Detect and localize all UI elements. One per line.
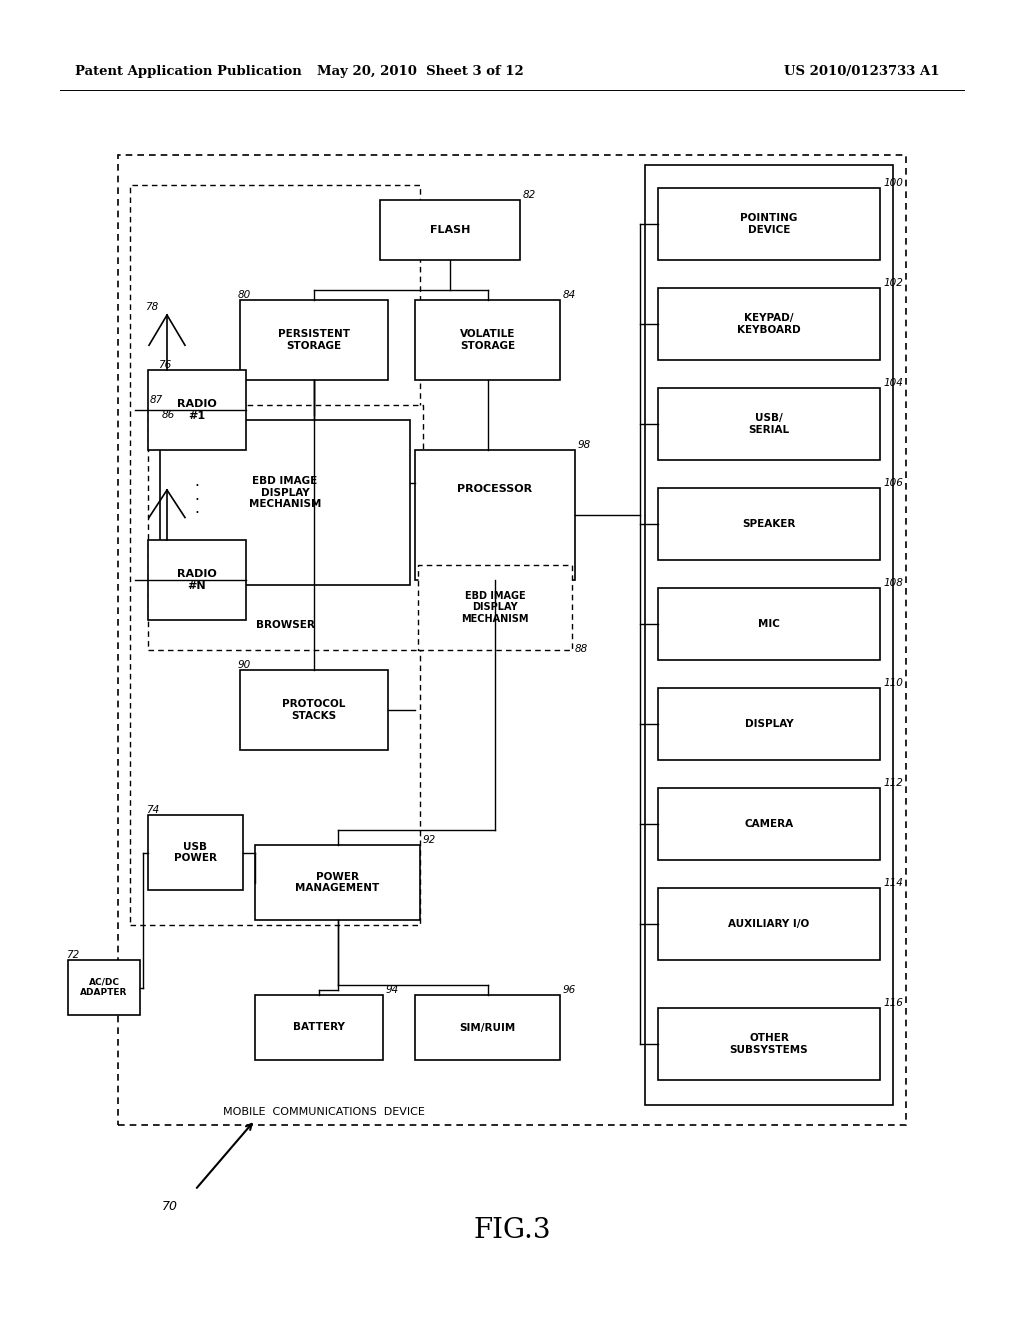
Text: CAMERA: CAMERA	[744, 818, 794, 829]
Text: BROWSER: BROWSER	[256, 620, 314, 630]
Bar	[415, 300, 560, 380]
Bar	[418, 565, 572, 649]
Text: 78: 78	[145, 302, 159, 312]
Text: FIG.3: FIG.3	[473, 1217, 551, 1243]
Text: POWER
MANAGEMENT: POWER MANAGEMENT	[295, 871, 380, 894]
Text: USB/
SERIAL: USB/ SERIAL	[749, 413, 790, 434]
Text: AUXILIARY I/O: AUXILIARY I/O	[728, 919, 810, 929]
Bar	[130, 185, 420, 925]
Text: EBD IMAGE
DISPLAY
MECHANISM: EBD IMAGE DISPLAY MECHANISM	[461, 591, 528, 624]
Text: 82: 82	[523, 190, 537, 201]
Text: VOLATILE
STORAGE: VOLATILE STORAGE	[460, 329, 515, 351]
Bar	[658, 688, 880, 760]
Bar	[148, 814, 243, 890]
Text: POINTING
DEVICE: POINTING DEVICE	[740, 214, 798, 235]
Text: MIC: MIC	[758, 619, 780, 630]
Bar	[658, 288, 880, 360]
Text: 106: 106	[883, 478, 903, 488]
Bar	[148, 370, 246, 450]
Text: 88: 88	[575, 644, 588, 653]
Bar	[415, 995, 560, 1060]
Text: 74: 74	[146, 805, 160, 814]
Bar	[658, 888, 880, 960]
Text: RADIO
#1: RADIO #1	[177, 399, 217, 421]
Text: .
.
.: . . .	[195, 474, 200, 516]
Text: May 20, 2010  Sheet 3 of 12: May 20, 2010 Sheet 3 of 12	[316, 66, 523, 78]
Text: 96: 96	[563, 985, 577, 995]
Bar	[148, 540, 246, 620]
Text: 87: 87	[150, 395, 163, 405]
Text: 92: 92	[423, 836, 436, 845]
Text: 76: 76	[158, 360, 171, 370]
Bar	[255, 995, 383, 1060]
Bar	[160, 420, 410, 585]
Text: 108: 108	[883, 578, 903, 587]
Bar	[118, 154, 906, 1125]
Text: 100: 100	[883, 178, 903, 187]
Text: 90: 90	[238, 660, 251, 671]
Text: 86: 86	[162, 411, 175, 420]
Text: 72: 72	[66, 950, 79, 960]
Bar	[658, 488, 880, 560]
Text: 112: 112	[883, 777, 903, 788]
Text: 102: 102	[883, 279, 903, 288]
Text: 114: 114	[883, 878, 903, 888]
Bar	[148, 405, 423, 649]
Text: 80: 80	[238, 290, 251, 300]
Text: BATTERY: BATTERY	[293, 1023, 345, 1032]
Text: PROCESSOR: PROCESSOR	[458, 484, 532, 494]
Text: EBD IMAGE
DISPLAY
MECHANISM: EBD IMAGE DISPLAY MECHANISM	[249, 477, 322, 510]
Text: Patent Application Publication: Patent Application Publication	[75, 66, 302, 78]
Bar	[68, 960, 140, 1015]
Text: AC/DC
ADAPTER: AC/DC ADAPTER	[80, 978, 128, 997]
Bar	[658, 388, 880, 459]
Bar	[380, 201, 520, 260]
Text: 94: 94	[386, 985, 399, 995]
Bar	[415, 450, 575, 579]
Text: PROTOCOL
STACKS: PROTOCOL STACKS	[283, 700, 346, 721]
Bar	[240, 300, 388, 380]
Text: US 2010/0123733 A1: US 2010/0123733 A1	[784, 66, 940, 78]
Text: 104: 104	[883, 378, 903, 388]
Text: FLASH: FLASH	[430, 224, 470, 235]
Bar	[658, 187, 880, 260]
Text: MOBILE  COMMUNICATIONS  DEVICE: MOBILE COMMUNICATIONS DEVICE	[223, 1107, 425, 1117]
Text: SIM/RUIM: SIM/RUIM	[460, 1023, 516, 1032]
Bar	[658, 587, 880, 660]
Text: KEYPAD/
KEYBOARD: KEYPAD/ KEYBOARD	[737, 313, 801, 335]
Text: OTHER
SUBSYSTEMS: OTHER SUBSYSTEMS	[730, 1034, 808, 1055]
Text: USB
POWER: USB POWER	[174, 842, 217, 863]
Text: 98: 98	[578, 440, 591, 450]
Text: SPEAKER: SPEAKER	[742, 519, 796, 529]
Text: DISPLAY: DISPLAY	[744, 719, 794, 729]
Text: 84: 84	[563, 290, 577, 300]
Bar	[658, 788, 880, 861]
Text: RADIO
#N: RADIO #N	[177, 569, 217, 591]
Text: PERSISTENT
STORAGE: PERSISTENT STORAGE	[278, 329, 350, 351]
Bar	[255, 845, 420, 920]
Bar	[658, 1008, 880, 1080]
Text: 70: 70	[162, 1200, 178, 1213]
Bar	[240, 671, 388, 750]
Text: 116: 116	[883, 998, 903, 1008]
Bar	[645, 165, 893, 1105]
Text: 110: 110	[883, 678, 903, 688]
